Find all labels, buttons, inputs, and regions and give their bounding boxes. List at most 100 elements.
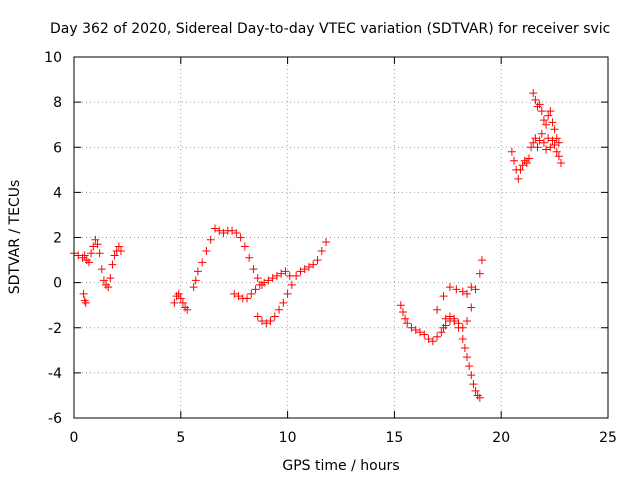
data-point <box>253 274 262 283</box>
data-point <box>450 316 459 325</box>
data-point <box>270 312 279 321</box>
data-point <box>533 102 542 111</box>
data-point <box>554 138 563 147</box>
data-point <box>97 265 106 274</box>
data-point <box>266 316 275 325</box>
data-point <box>249 265 258 274</box>
data-point <box>116 247 125 256</box>
chart-title: Day 362 of 2020, Sidereal Day-to-day VTE… <box>50 21 610 37</box>
data-point <box>219 228 228 237</box>
data-point <box>471 386 480 395</box>
data-point <box>424 335 433 344</box>
data-point <box>428 337 437 346</box>
data-point <box>554 152 563 161</box>
data-point <box>215 226 224 235</box>
data-point <box>552 134 561 143</box>
data-point <box>317 247 326 256</box>
data-point <box>524 154 533 163</box>
y-tick-label: 4 <box>53 185 62 201</box>
x-tick-label: 10 <box>279 430 297 446</box>
data-point <box>262 319 271 328</box>
data-point <box>313 256 322 265</box>
data-point <box>539 116 548 125</box>
data-point <box>542 145 551 154</box>
data-point <box>287 280 296 289</box>
data-point <box>240 242 249 251</box>
data-point <box>81 298 90 307</box>
data-point <box>95 249 104 258</box>
data-point <box>281 267 290 276</box>
data-point <box>191 276 200 285</box>
data-point <box>437 328 446 337</box>
data-point <box>279 298 288 307</box>
data-point <box>471 285 480 294</box>
data-point <box>557 159 566 168</box>
data-point <box>232 228 241 237</box>
data-point <box>230 289 239 298</box>
data-point <box>309 260 318 269</box>
data-point <box>80 251 89 260</box>
y-tick-label: 0 <box>53 276 62 292</box>
data-point <box>176 294 185 303</box>
data-point <box>89 242 98 251</box>
data-point <box>264 276 273 285</box>
data-point <box>539 138 548 147</box>
data-point <box>268 274 277 283</box>
data-point <box>255 280 264 289</box>
data-point <box>174 289 183 298</box>
data-point <box>91 235 100 244</box>
data-point <box>529 89 538 98</box>
data-point <box>228 226 237 235</box>
data-point <box>322 238 331 247</box>
y-tick-label: -2 <box>48 321 62 337</box>
y-tick-label: -4 <box>48 366 62 382</box>
data-point <box>420 330 429 339</box>
data-point <box>550 140 559 149</box>
data-point <box>403 319 412 328</box>
data-point <box>475 393 484 402</box>
x-axis-title: GPS time / hours <box>282 458 399 474</box>
data-point <box>542 120 551 129</box>
data-point <box>407 323 416 332</box>
data-point <box>247 289 256 298</box>
data-point <box>206 235 215 244</box>
x-tick-label: 0 <box>70 430 79 446</box>
data-point <box>398 307 407 316</box>
data-point <box>245 253 254 262</box>
data-point <box>106 274 115 283</box>
data-point <box>475 269 484 278</box>
axis-ticks: 0 5 10 15 20 25 -6 -4 -2 0 2 4 6 8 10 <box>44 50 617 446</box>
data-point <box>548 136 557 145</box>
data-point <box>531 134 540 143</box>
data-point <box>172 292 181 301</box>
data-point <box>439 292 448 301</box>
data-point <box>510 156 519 165</box>
data-point <box>463 353 472 362</box>
data-point <box>277 269 286 278</box>
data-point <box>99 276 108 285</box>
data-point <box>473 391 482 400</box>
data-point <box>272 271 281 280</box>
data-point <box>529 138 538 147</box>
data-point <box>110 251 119 260</box>
data-point <box>210 224 219 233</box>
data-point <box>102 280 111 289</box>
data-point <box>104 283 113 292</box>
data-point <box>275 305 284 314</box>
data-point <box>533 143 542 152</box>
data-point <box>477 256 486 265</box>
data-point <box>170 298 179 307</box>
data-point <box>82 256 91 265</box>
data-point <box>243 294 252 303</box>
data-point <box>445 312 454 321</box>
data-point <box>535 100 544 109</box>
data-point <box>507 147 516 156</box>
data-point <box>78 253 87 262</box>
data-point <box>198 258 207 267</box>
data-point <box>257 316 266 325</box>
data-point <box>522 159 531 168</box>
data-point <box>178 298 187 307</box>
data-point <box>183 305 192 314</box>
data-point <box>108 260 117 269</box>
data-point <box>467 371 476 380</box>
